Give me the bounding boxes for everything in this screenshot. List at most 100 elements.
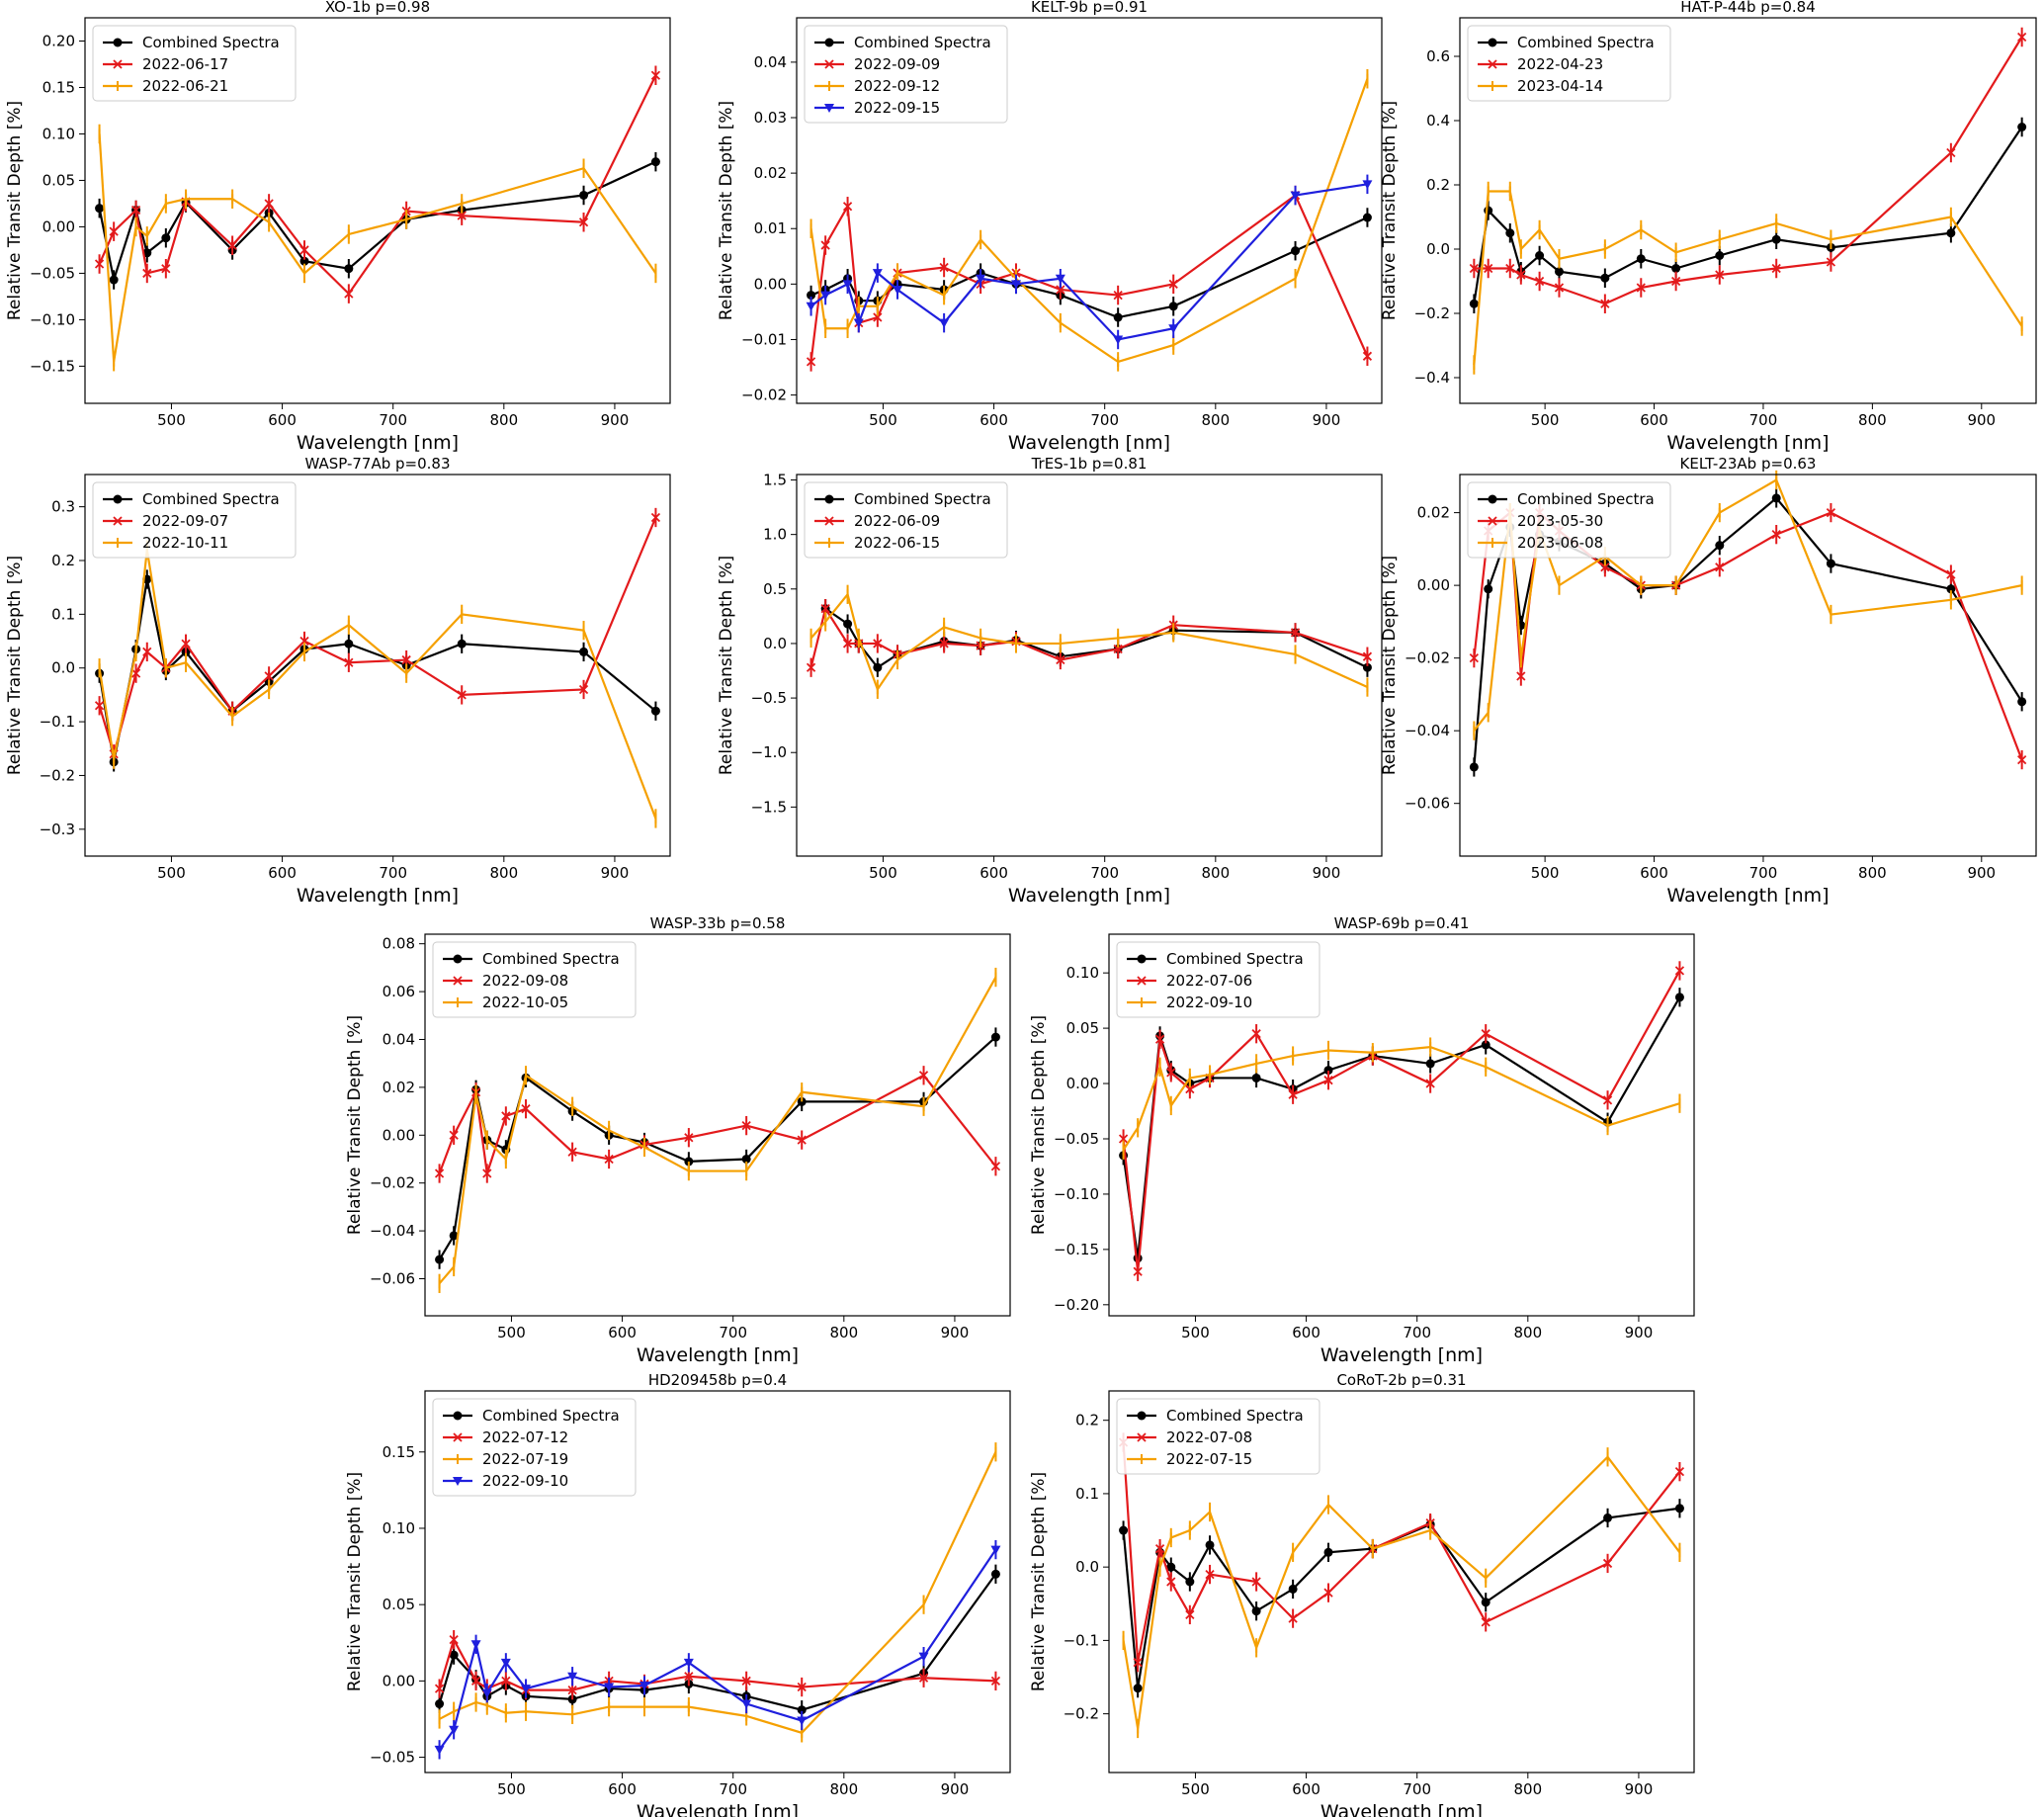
series-line [1122,1046,1680,1151]
data-point [1600,273,1610,283]
data-point [1113,290,1123,301]
legend-marker [824,516,834,526]
legend-label: 2022-09-07 [142,512,228,530]
data-point [1534,276,1545,287]
data-point [449,1650,459,1660]
x-axis-label: Wavelength [nm] [1666,432,1829,454]
x-tick-label: 700 [1090,411,1119,429]
y-tick-label: 0.2 [51,552,75,569]
legend-label: 2022-09-10 [482,1472,568,1490]
data-point [1425,1059,1435,1069]
data-point [684,1133,694,1143]
series-line [438,1036,997,1260]
data-point [470,1640,481,1650]
data-point [434,1745,445,1755]
legend-label: 2023-06-08 [1517,534,1603,552]
data-point [1484,206,1493,216]
x-tick-label: 600 [268,864,297,882]
y-tick-label: 0.00 [383,1672,415,1689]
data-point [1185,1084,1195,1094]
chart-title: WASP-69b p=0.41 [1334,914,1470,932]
legend-marker [1137,1411,1147,1421]
y-tick-label: 0.1 [1075,1485,1099,1503]
y-tick-label: 0.05 [383,1596,415,1613]
data-point [806,302,816,311]
y-tick-label: 0.10 [43,125,75,142]
y-tick-label: 0.0 [763,635,787,652]
data-point [1166,1577,1176,1587]
legend-label: 2022-06-21 [142,77,228,95]
data-point [1425,1079,1435,1088]
data-point [1288,1584,1298,1594]
data-point [1056,654,1065,665]
data-point [1481,1029,1490,1039]
legend-box [1116,941,1320,1018]
data-point [741,1676,751,1686]
x-axis-label: Wavelength [nm] [1320,1344,1483,1366]
x-axis-label: Wavelength [nm] [1320,1801,1483,1817]
data-point [820,604,830,614]
data-point [604,1683,615,1692]
legend-label: Combined Spectra [142,490,280,508]
data-point [1771,263,1781,274]
data-point [1516,270,1526,280]
y-tick-label: 0.5 [763,580,787,598]
legend-label: 2022-04-23 [1517,55,1603,73]
data-point [1469,263,1479,274]
data-point [95,204,105,214]
data-point [918,1673,929,1683]
y-tick-label: −0.02 [741,387,787,404]
data-point [567,1147,577,1157]
data-point [797,1705,807,1715]
data-point [457,639,467,649]
data-point [1323,1076,1333,1085]
legend-label: Combined Spectra [142,34,280,51]
x-tick-label: 500 [497,1324,526,1341]
data-point [1715,270,1725,280]
data-point [481,1688,492,1698]
chart-title: KELT-23Ab p=0.63 [1680,455,1817,473]
data-point [567,1672,578,1682]
x-tick-label: 500 [869,864,897,882]
y-axis-label: Relative Transit Depth [%] [1380,556,1400,775]
data-point [1185,1609,1195,1620]
data-point [1362,351,1373,361]
data-point [939,262,949,273]
y-axis-label: Relative Transit Depth [%] [1029,1472,1049,1691]
data-point [521,1685,532,1694]
y-tick-label: −0.04 [370,1222,415,1240]
legend-box [1116,1398,1320,1475]
data-point [1771,493,1781,503]
x-tick-label: 700 [719,1780,747,1798]
x-tick-label: 500 [1181,1324,1210,1341]
y-tick-label: 0.2 [1426,176,1450,194]
y-tick-label: −1.0 [751,743,787,761]
data-point [1290,191,1301,201]
x-tick-label: 700 [719,1324,747,1341]
data-point [1946,147,1956,158]
data-point [1166,1068,1176,1078]
data-point [2017,123,2027,131]
data-point [521,1104,531,1114]
x-tick-label: 500 [497,1780,526,1798]
x-tick-label: 900 [1313,864,1341,882]
legend-label: 2022-09-15 [854,99,940,117]
x-tick-label: 700 [1403,1324,1431,1341]
y-axis-label: Relative Transit Depth [%] [5,101,25,320]
data-point [344,289,354,299]
chart-title: HD209458b p=0.4 [648,1371,787,1389]
data-point [1288,1089,1298,1099]
data-point [1771,234,1781,244]
x-tick-label: 600 [1640,411,1668,429]
data-point [264,199,274,209]
series-line [824,607,1368,669]
chart-panel: WASP-69b p=0.41 500 600 700 800 900 −0.20 −0.15… [1029,914,1695,1366]
data-point [1715,562,1725,572]
data-point [1323,1547,1333,1557]
data-point [1826,559,1835,568]
data-point [1481,1040,1490,1050]
data-point [1323,1066,1333,1076]
legend-box [1467,481,1671,559]
data-point [1290,628,1301,638]
